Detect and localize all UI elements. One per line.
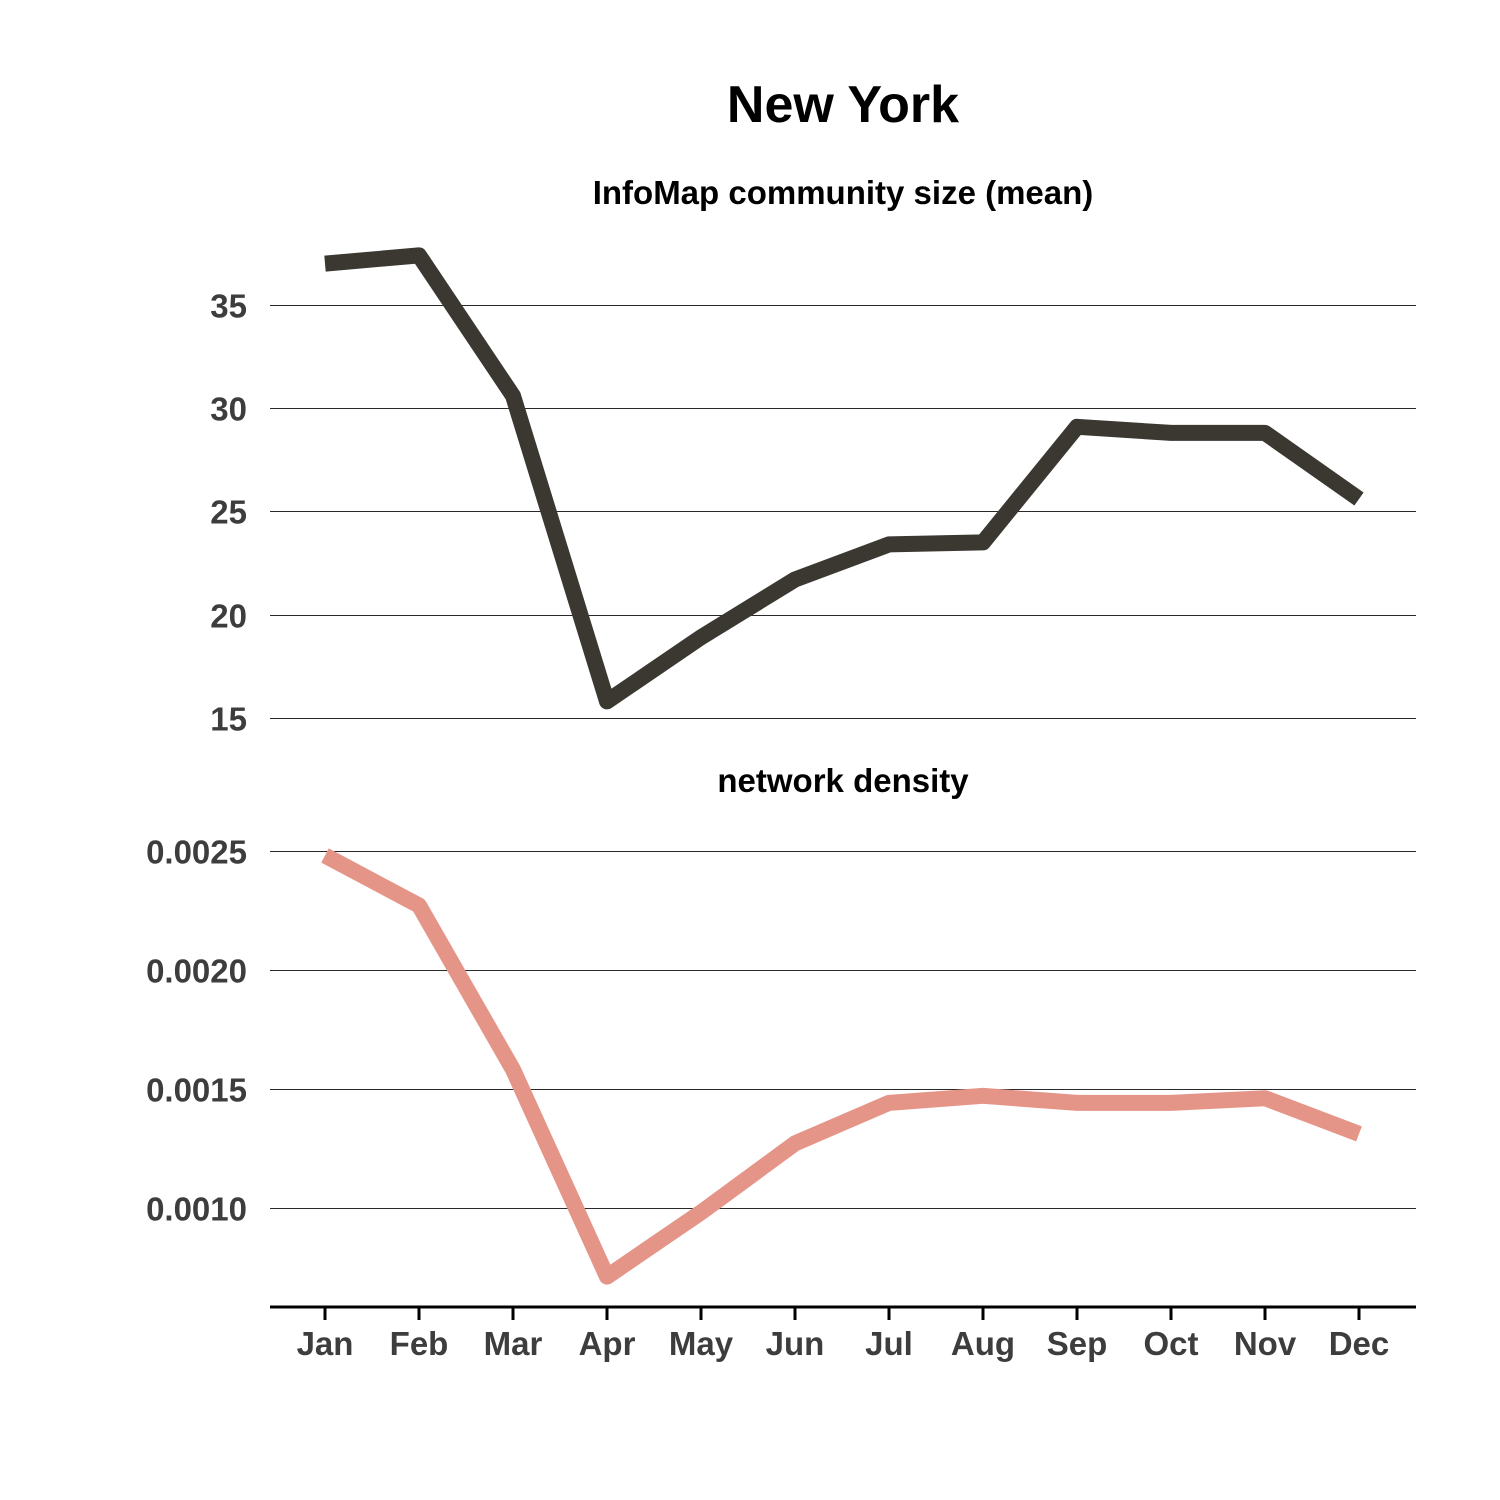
x-tick-label-aug: Aug xyxy=(951,1325,1015,1362)
network-density-y-tick-label-0-0010: 0.0010 xyxy=(146,1191,247,1228)
community-size-y-axis: 15 20 25 30 35 xyxy=(210,288,247,738)
network-density-y-axis: 0.0010 0.0015 0.0020 0.0025 xyxy=(146,834,247,1228)
community-size-series xyxy=(324,247,1364,710)
x-tick-label-nov: Nov xyxy=(1234,1325,1297,1362)
x-tick-label-feb: Feb xyxy=(390,1325,449,1362)
panel-title-community-size: InfoMap community size (mean) xyxy=(593,174,1094,211)
community-size-y-tick-label-30: 30 xyxy=(210,391,247,428)
x-tick-label-mar: Mar xyxy=(484,1325,543,1362)
community-size-line xyxy=(324,247,1364,710)
network-density-series xyxy=(321,848,1362,1285)
x-tick-label-jul: Jul xyxy=(865,1325,913,1362)
x-tick-label-oct: Oct xyxy=(1143,1325,1198,1362)
network-density-line xyxy=(321,848,1362,1285)
panel-title-network-density: network density xyxy=(717,762,969,799)
x-tick-label-apr: Apr xyxy=(579,1325,636,1362)
network-density-y-tick-label-0-0020: 0.0020 xyxy=(146,953,247,990)
community-size-y-tick-label-15: 15 xyxy=(210,701,247,738)
x-tick-label-jan: Jan xyxy=(297,1325,354,1362)
x-tick-label-jun: Jun xyxy=(766,1325,825,1362)
x-tick-label-dec: Dec xyxy=(1329,1325,1390,1362)
x-tick-label-may: May xyxy=(669,1325,734,1362)
chart-title: New York xyxy=(727,76,959,134)
network-density-y-tick-label-0-0015: 0.0015 xyxy=(146,1072,247,1109)
network-density-y-tick-label-0-0025: 0.0025 xyxy=(146,834,247,871)
x-tick-label-sep: Sep xyxy=(1047,1325,1108,1362)
community-size-y-tick-label-35: 35 xyxy=(210,288,247,325)
community-size-y-tick-label-25: 25 xyxy=(210,494,247,531)
x-axis: Jan Feb Mar Apr May Jun Jul Aug Sep Oct Nov Dec xyxy=(270,1305,1416,1362)
community-size-y-tick-label-20: 20 xyxy=(210,598,247,635)
